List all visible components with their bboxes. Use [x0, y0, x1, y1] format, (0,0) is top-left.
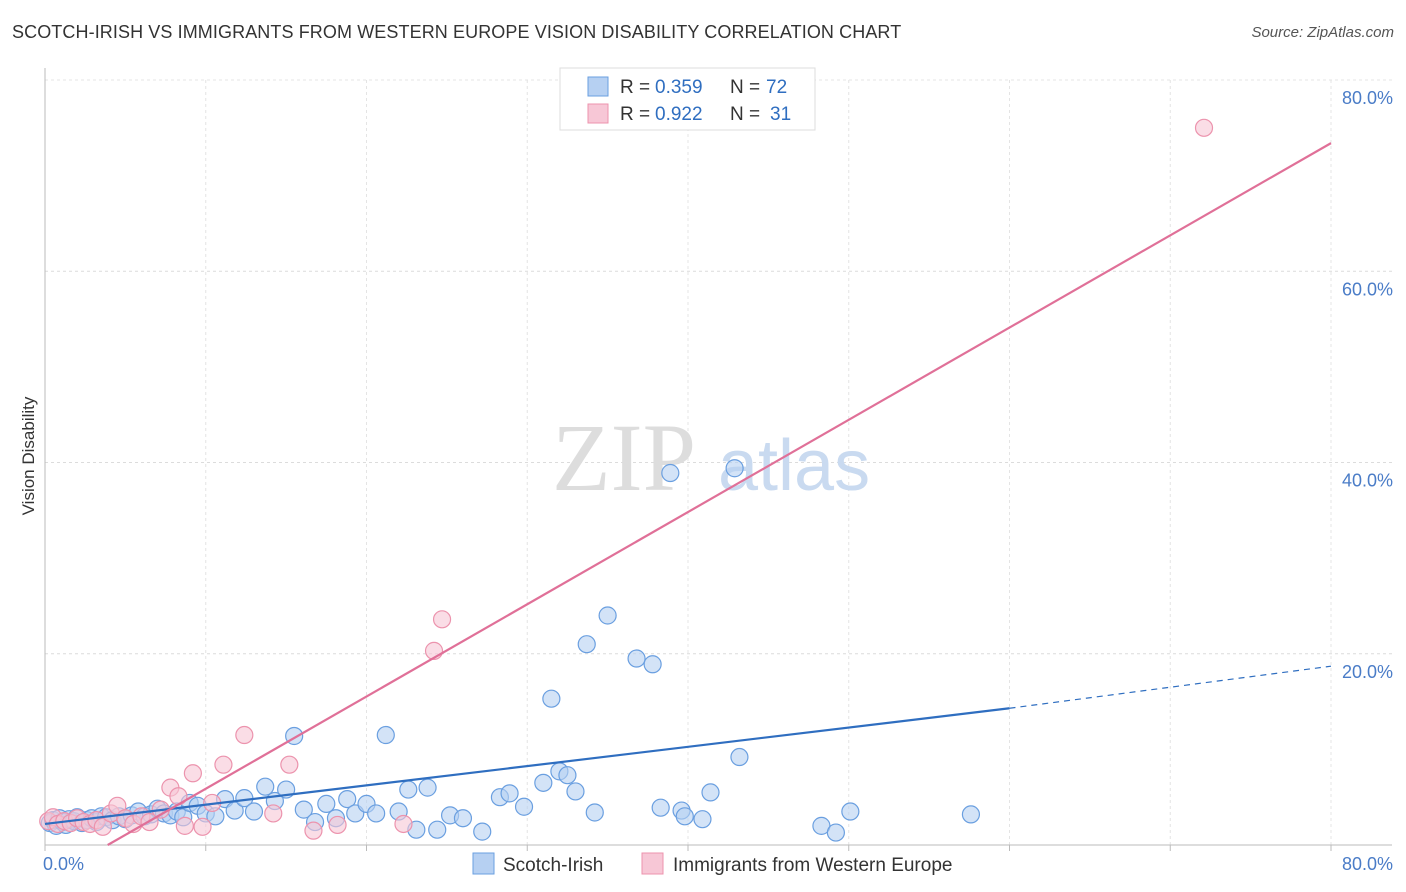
legend-swatch-western-europe [587, 103, 609, 124]
legend-r-label-2: R = [620, 104, 650, 125]
point-scotch-irish-64 [577, 635, 596, 654]
legend-series: Scotch-Irish Immigrants from Western Eur… [472, 852, 952, 876]
point-western-europe-27 [304, 821, 323, 840]
legend-n-label-2: N = [730, 104, 760, 125]
chart-title: SCOTCH-IRISH VS IMMIGRANTS FROM WESTERN … [12, 22, 902, 42]
legend-r-value-2: 0.922 [655, 104, 703, 125]
legend-n-label-1: N = [730, 77, 760, 98]
point-western-europe-19 [175, 816, 194, 835]
legend-r-label-1: R = [620, 77, 650, 98]
bottom-legend-label-western-europe: Immigrants from Western Europe [673, 855, 952, 876]
point-scotch-irish-51 [418, 778, 437, 797]
gridlines [45, 79, 1392, 845]
point-scotch-irish-70 [661, 463, 680, 483]
point-scotch-irish-57 [500, 784, 519, 803]
y-tick-label-20: 20.0% [1342, 662, 1393, 682]
watermark: ZIP atlas [552, 404, 870, 511]
point-western-europe-32 [1194, 118, 1214, 137]
point-scotch-irish-41 [317, 794, 336, 813]
legend-stats: R = 0.359 N = 72 R = 0.922 N = 31 [559, 67, 816, 131]
point-western-europe-26 [280, 755, 299, 774]
legend-n-value-2: 31 [770, 104, 791, 125]
point-scotch-irish-66 [598, 606, 617, 625]
point-scotch-irish-65 [585, 803, 604, 822]
legend-n-value-1: 72 [766, 77, 787, 98]
point-western-europe-29 [394, 814, 413, 834]
point-western-europe-28 [328, 815, 347, 835]
legend-r-value-1: 0.359 [655, 77, 703, 98]
point-scotch-irish-78 [826, 823, 845, 842]
x-tick-label-0: 0.0% [43, 854, 84, 874]
point-scotch-irish-49 [399, 780, 418, 799]
y-axis-title: Vision Disability [19, 396, 38, 515]
point-scotch-irish-35 [256, 777, 275, 796]
point-scotch-irish-72 [675, 807, 694, 826]
point-scotch-irish-75 [725, 459, 744, 478]
chart-source: Source: ZipAtlas.com [1251, 24, 1394, 41]
point-scotch-irish-52 [428, 820, 447, 839]
x-tick-label-80: 80.0% [1342, 854, 1393, 874]
point-scotch-irish-73 [693, 810, 712, 829]
legend-swatch-scotch-irish [587, 76, 609, 97]
bottom-legend-label-scotch-irish: Scotch-Irish [503, 855, 603, 876]
bottom-legend-swatch-scotch-irish [472, 852, 495, 875]
watermark-zip: ZIP [552, 404, 696, 511]
point-scotch-irish-46 [367, 804, 386, 823]
point-scotch-irish-58 [514, 797, 534, 816]
point-western-europe-21 [193, 817, 212, 836]
point-scotch-irish-34 [244, 802, 264, 821]
trend-line-scotch-irish [44, 707, 1010, 826]
point-scotch-irish-47 [376, 725, 395, 745]
point-scotch-irish-63 [566, 782, 585, 801]
y-tick-label-40: 40.0% [1342, 471, 1393, 491]
point-scotch-irish-67 [627, 649, 646, 668]
point-western-europe-23 [214, 755, 233, 774]
point-western-europe-25 [264, 804, 283, 823]
point-western-europe-31 [432, 610, 452, 629]
axes: 20.0% 40.0% 60.0% 80.0% 0.0% 80.0% Vision Disa… [19, 68, 1393, 874]
point-scotch-irish-76 [730, 747, 749, 767]
y-tick-label-80: 80.0% [1342, 88, 1393, 108]
point-scotch-irish-54 [453, 809, 473, 828]
point-scotch-irish-68 [643, 655, 662, 674]
point-scotch-irish-55 [473, 822, 492, 841]
point-scotch-irish-62 [558, 766, 577, 785]
point-western-europe-9 [93, 817, 112, 836]
point-scotch-irish-69 [651, 798, 670, 817]
y-tick-label-60: 60.0% [1342, 279, 1393, 299]
point-western-europe-20 [183, 764, 202, 783]
point-western-europe-24 [235, 725, 254, 745]
trend-lines [44, 142, 1332, 846]
point-scotch-irish-79 [841, 802, 860, 821]
point-scotch-irish-74 [701, 783, 720, 802]
point-scotch-irish-43 [338, 789, 357, 809]
point-scotch-irish-59 [534, 773, 553, 792]
bottom-legend-swatch-western-europe [641, 852, 664, 875]
point-scotch-irish-60 [542, 689, 561, 708]
trend-line-western-europe [107, 142, 1332, 846]
point-scotch-irish-39 [294, 800, 313, 819]
point-scotch-irish-80 [961, 805, 981, 824]
